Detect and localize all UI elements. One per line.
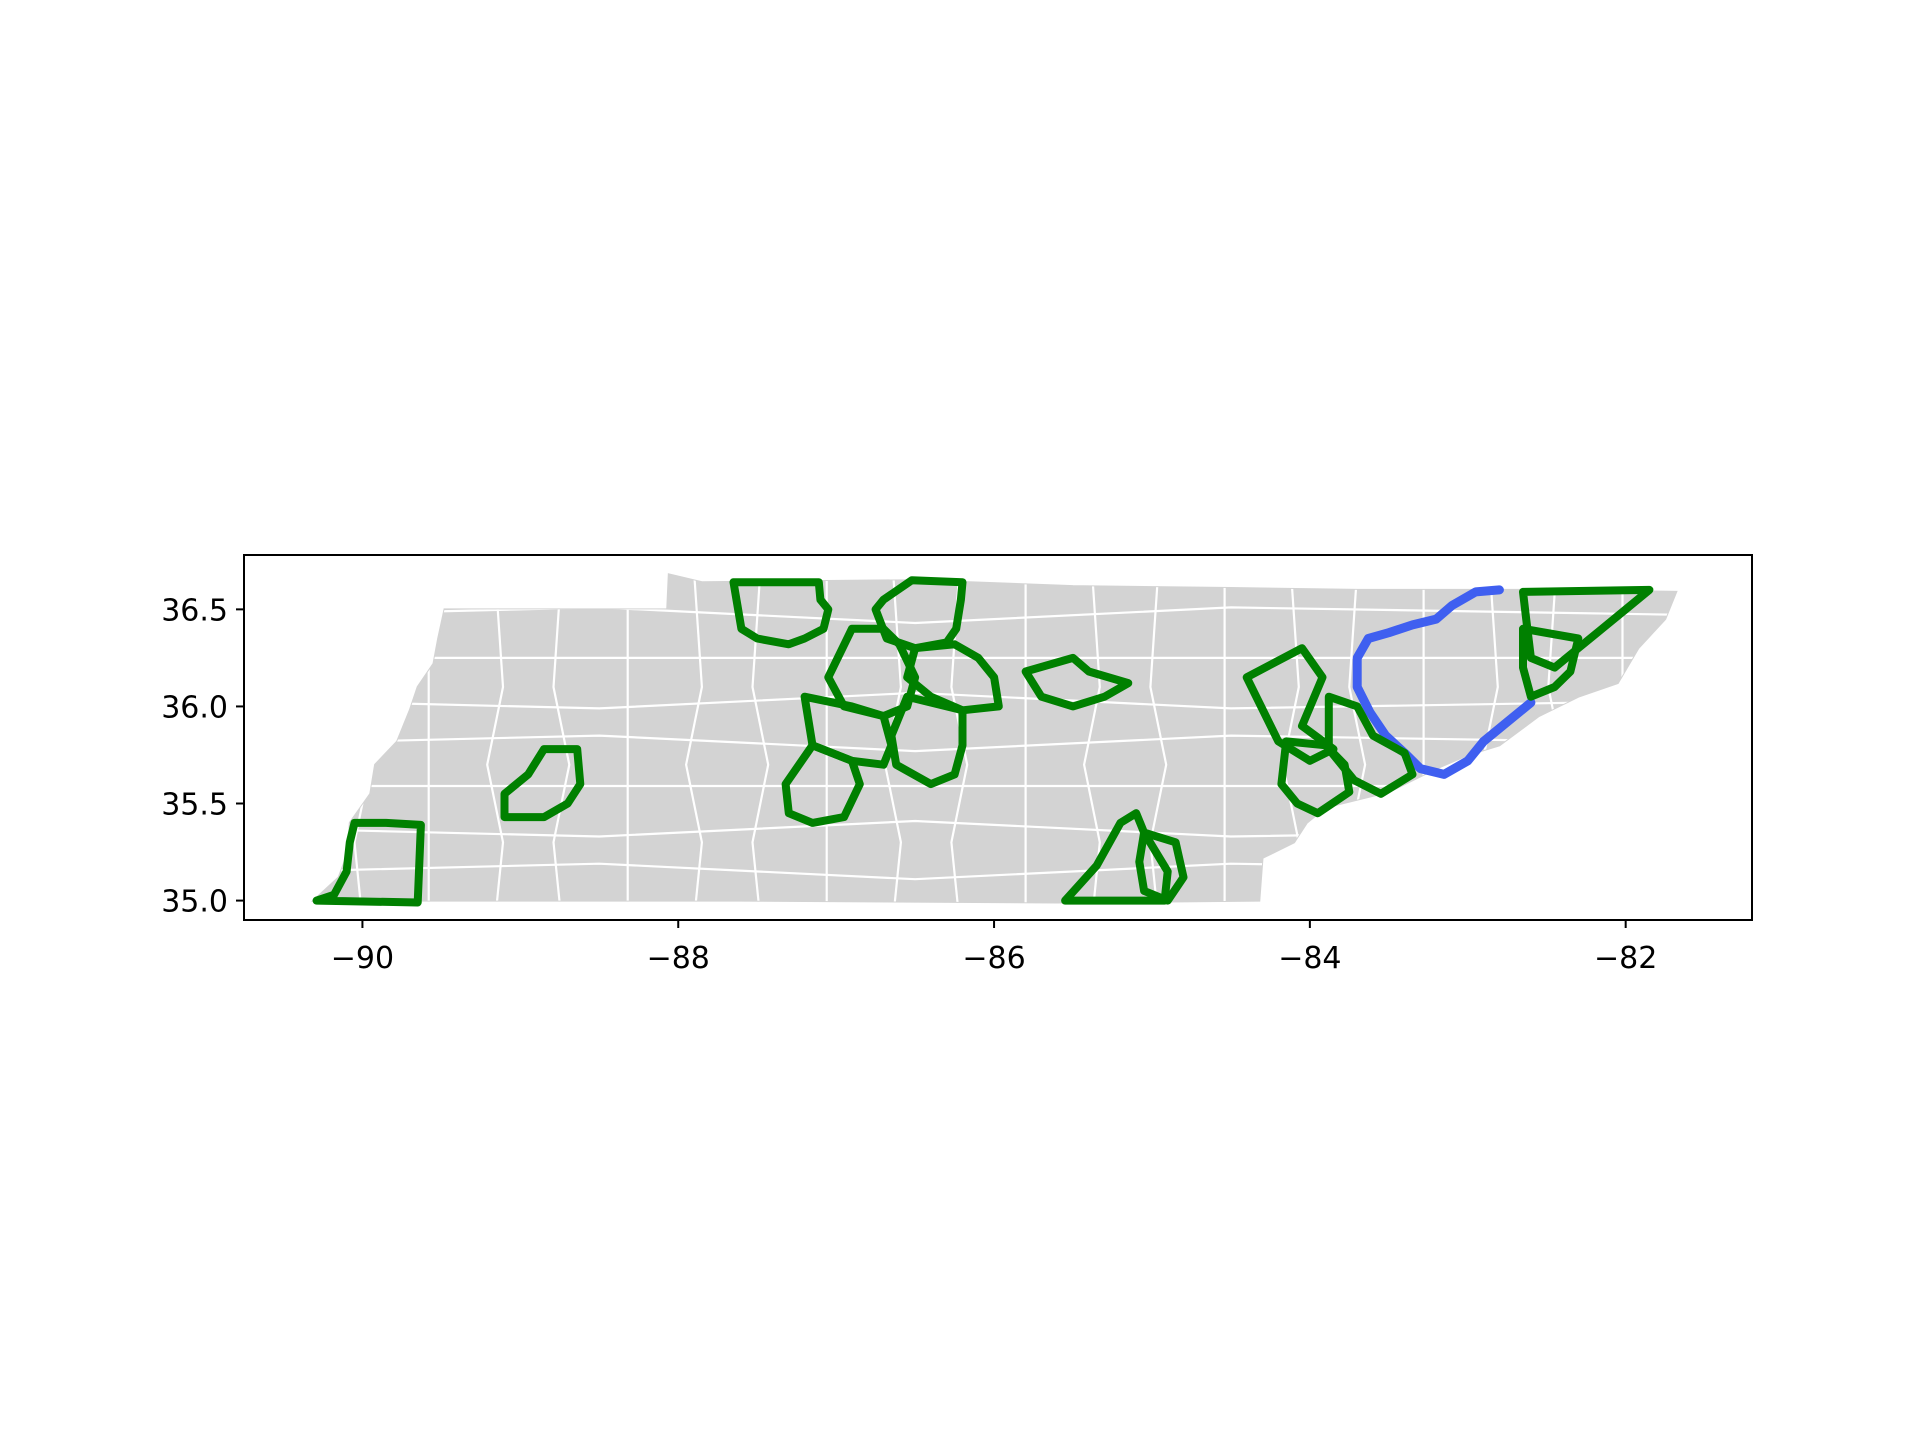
y-tick-label: 36.5 [161, 593, 228, 628]
y-tick-label: 36.0 [161, 690, 228, 725]
highlighted-counties [312, 576, 1654, 907]
map-plot-area [310, 573, 1678, 907]
x-tick-label: −86 [962, 941, 1025, 976]
route-path [1352, 585, 1536, 779]
x-tick-label: −90 [331, 941, 394, 976]
highlighted-county-outline [781, 741, 864, 827]
y-axis: 35.0 35.5 36.0 36.5 [161, 593, 244, 920]
highlighted-county-outline [1135, 828, 1188, 905]
highlighted-county-outline [1277, 737, 1354, 818]
highlighted-county-outline [729, 578, 833, 649]
highlighted-county-outline [500, 745, 585, 822]
y-tick-label: 35.0 [161, 885, 228, 920]
x-tick-label: −88 [647, 941, 710, 976]
axes-frame [243, 554, 1753, 921]
county-border-line [313, 691, 1677, 710]
highlighted-county-outline [903, 640, 1003, 715]
y-tick-label: 35.5 [161, 788, 228, 823]
highlighted-county-outline [1021, 653, 1133, 711]
x-tick-label: −82 [1594, 941, 1657, 976]
highlighted-county-outline [887, 692, 967, 789]
x-axis: −90 −88 −86 −84 −82 [331, 920, 1657, 976]
county-border-line [486, 574, 505, 903]
county-border-line [552, 574, 571, 903]
county-border-line [751, 574, 770, 903]
x-tick-label: −84 [1278, 941, 1341, 976]
county-border-line [313, 606, 1677, 625]
highlighted-county-outline [1519, 624, 1583, 701]
highlighted-county-outline [312, 818, 425, 907]
route-line [1352, 585, 1536, 779]
